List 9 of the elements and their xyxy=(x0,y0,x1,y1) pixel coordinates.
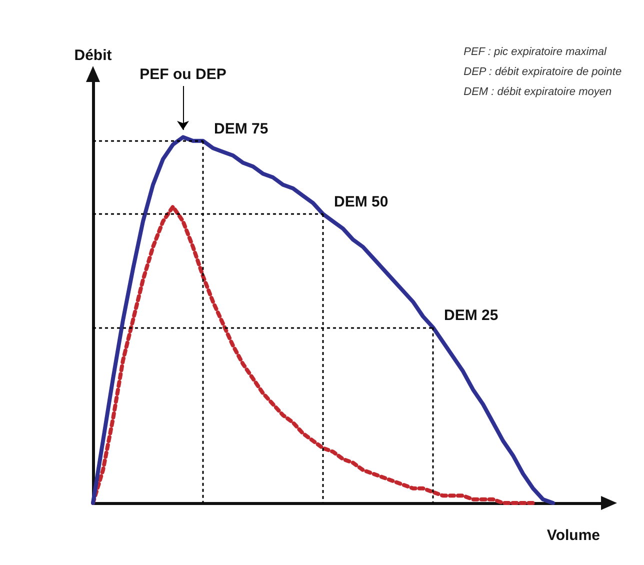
annotation: DEM 50 xyxy=(334,194,388,211)
text: PEF ou DEP xyxy=(140,66,226,83)
x-axis-title: Volume xyxy=(546,527,600,544)
y-axis-title: Débit xyxy=(74,47,112,64)
text: DEM : débit expiratoire moyen xyxy=(464,86,612,98)
annotation: DEM 75 xyxy=(214,120,268,138)
annotation: DEM 25 xyxy=(444,306,498,324)
text: PEF : pic expiratoire maximal xyxy=(464,46,608,58)
text: DEP : débit expiratoire de pointe xyxy=(464,66,622,78)
